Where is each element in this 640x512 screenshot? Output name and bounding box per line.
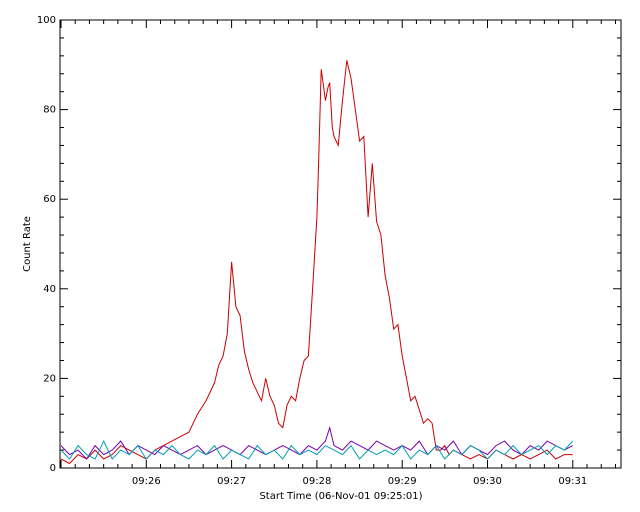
y-tick-label: 60 — [43, 194, 56, 205]
plot-frame — [59, 19, 622, 469]
x-tick-label: 09:29 — [388, 476, 417, 487]
x-axis-label: Start Time (06-Nov-01 09:25:01) — [259, 491, 422, 502]
y-axis-label: Count Rate — [22, 216, 33, 272]
y-tick-label: 0 — [50, 463, 56, 474]
y-tick-label: 80 — [43, 105, 56, 116]
series-line-1 — [60, 425, 574, 460]
x-tick-label: 09:28 — [302, 476, 331, 487]
axes: 0 20 40 60 80 100 09:26 09:27 09:28 09:29 09:30 09:… — [37, 15, 621, 487]
y-tick-label: 40 — [43, 284, 56, 295]
x-tick-label: 09:30 — [473, 476, 502, 487]
series-line-0 — [60, 60, 573, 465]
x-tick-label: 09:31 — [558, 476, 587, 487]
series-line-2 — [60, 439, 574, 460]
x-tick-label: 09:26 — [132, 476, 161, 487]
y-tick-label: 100 — [37, 15, 56, 26]
series-group — [60, 60, 574, 465]
y-tick-label: 20 — [43, 373, 56, 384]
x-tick-label: 09:27 — [217, 476, 246, 487]
